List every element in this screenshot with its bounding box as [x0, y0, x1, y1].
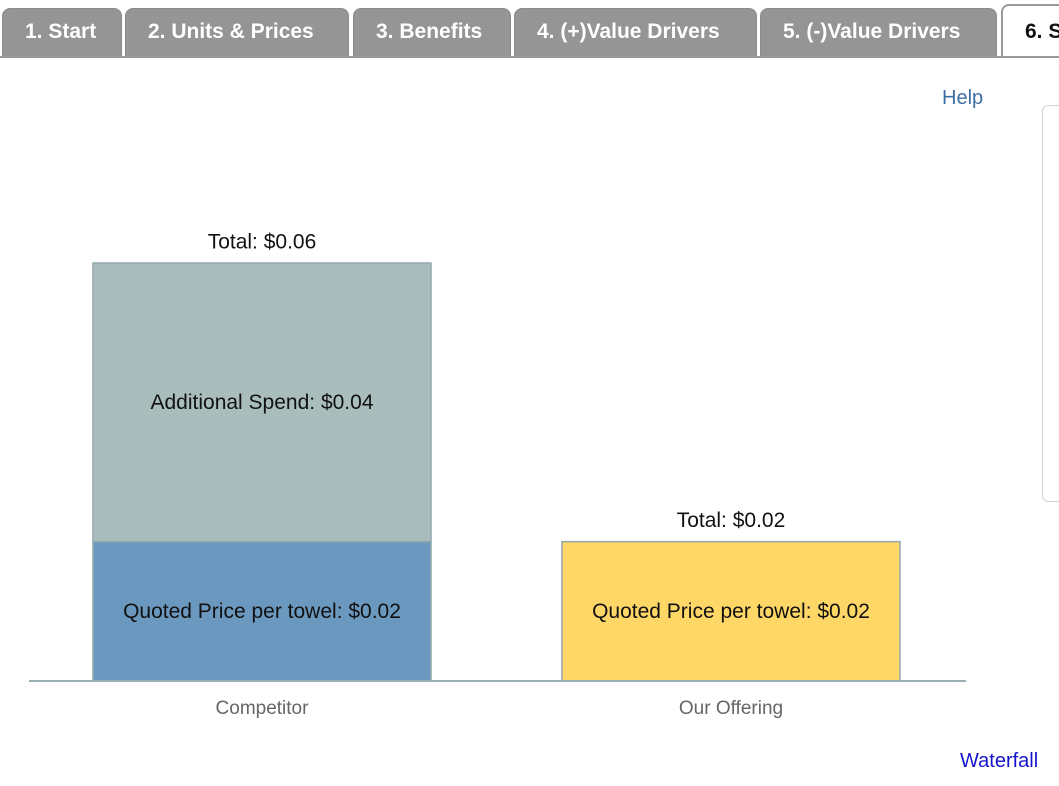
labels-group: Quoted Price per towel: $0.02 Additional … — [123, 231, 870, 719]
total-label-our-offering: Total: $0.02 — [677, 509, 786, 532]
help-link[interactable]: Help — [942, 87, 984, 109]
tab-bar-divider — [0, 56, 1059, 58]
bar-competitor-additional-spend — [92, 262, 432, 543]
bar-label-our-offering-quoted-price-per-towel: Quoted Price per towel: $0.02 — [592, 600, 870, 623]
total-label-competitor: Total: $0.06 — [208, 231, 317, 254]
waterfall-link[interactable]: Waterfall — [960, 750, 1039, 772]
bars-group — [92, 262, 901, 682]
tab-benefits[interactable]: 3. Benefits — [353, 8, 511, 56]
tab-summary[interactable]: 6. S — [1001, 4, 1059, 58]
bar-label-competitor-additional-spend: Additional Spend: $0.04 — [150, 391, 373, 414]
bar-our-offering-quoted-price-per-towel — [561, 540, 901, 682]
tab-start[interactable]: 1. Start — [2, 8, 122, 56]
bar-competitor-quoted-price-per-towel — [92, 540, 432, 682]
side-panel — [1042, 105, 1059, 502]
category-label-competitor: Competitor — [216, 698, 310, 719]
tab-bar: 1. Start 2. Units & Prices 3. Benefits 4… — [0, 0, 1059, 58]
category-label-our-offering: Our Offering — [679, 698, 783, 719]
bar-label-competitor-quoted-price-per-towel: Quoted Price per towel: $0.02 — [123, 600, 401, 623]
tab-positive-value-drivers[interactable]: 4. (+)Value Drivers — [514, 8, 757, 56]
tab-units-prices[interactable]: 2. Units & Prices — [125, 8, 349, 56]
tab-negative-value-drivers[interactable]: 5. (-)Value Drivers — [760, 8, 997, 56]
